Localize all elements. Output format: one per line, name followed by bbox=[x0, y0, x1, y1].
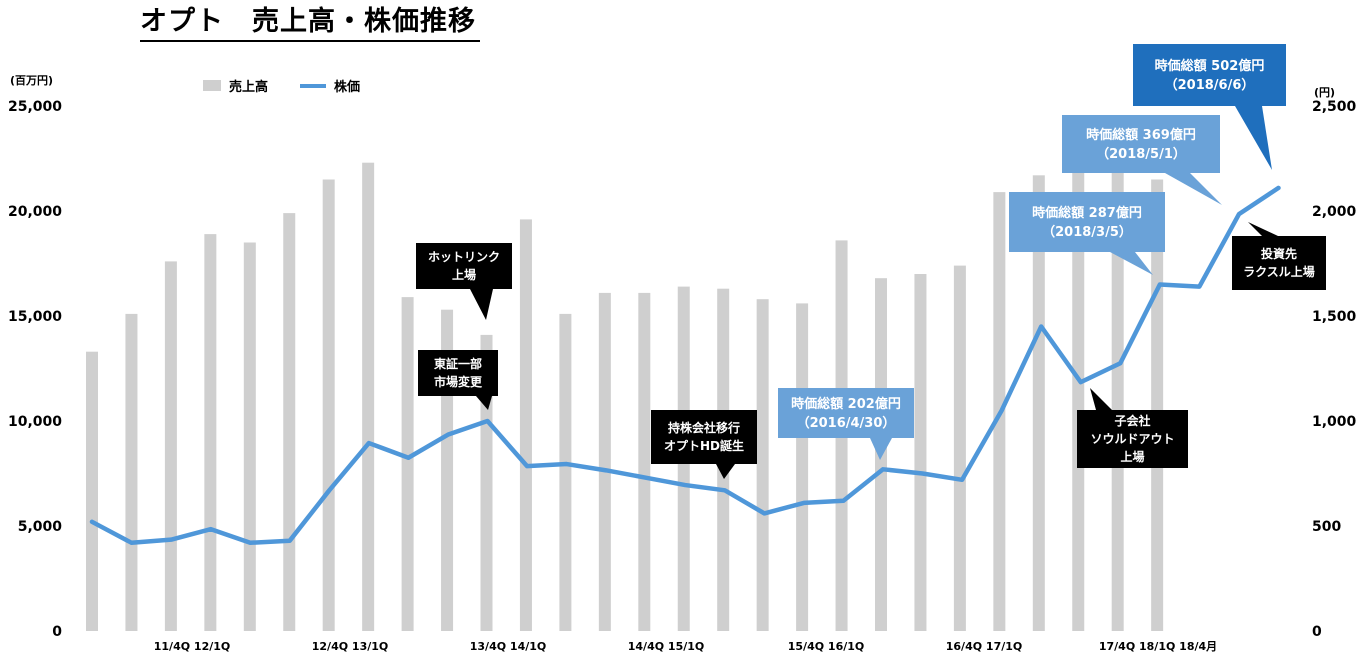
bar-sales-17 bbox=[756, 299, 769, 631]
callout-box-5 bbox=[1009, 192, 1165, 252]
left-tick-label: 10,000 bbox=[8, 414, 62, 430]
bar-sales-13 bbox=[598, 292, 611, 631]
bar-sales-24 bbox=[1032, 175, 1045, 632]
right-tick-label: 0 bbox=[1312, 624, 1322, 640]
callout-text-3: 時価総額 202億円 bbox=[791, 396, 901, 412]
right-tick-label: 1,000 bbox=[1312, 414, 1356, 430]
callout-text-6: 時価総額 369億円 bbox=[1086, 127, 1196, 143]
callout-box-2 bbox=[651, 410, 757, 464]
callout-text-5: 時価総額 287億円 bbox=[1032, 205, 1142, 221]
bar-sales-6 bbox=[322, 179, 335, 631]
callout-pointer-4 bbox=[1090, 388, 1112, 410]
bar-sales-7 bbox=[362, 162, 375, 631]
callout-pointer-0 bbox=[470, 289, 493, 320]
right-tick-label: 2,500 bbox=[1312, 99, 1356, 115]
bar-sales-25 bbox=[1072, 158, 1085, 631]
callout-box-3 bbox=[778, 388, 914, 438]
x-axis-label: 17/4Q 18/1Q 18/4月 bbox=[1099, 640, 1217, 653]
bar-sales-10 bbox=[480, 334, 493, 631]
callout-text-1: 東証一部 bbox=[434, 356, 482, 371]
callout-text-8: 投資先 bbox=[1261, 246, 1297, 261]
right-tick-label: 2,000 bbox=[1312, 204, 1356, 220]
left-tick-label: 25,000 bbox=[8, 99, 62, 115]
legend-bar-swatch bbox=[203, 80, 221, 91]
legend-sales: 売上高 bbox=[203, 76, 268, 95]
right-axis-unit: (円) bbox=[1314, 86, 1336, 99]
bar-sales-5 bbox=[283, 213, 296, 631]
left-tick-label: 20,000 bbox=[8, 204, 62, 220]
bar-sales-21 bbox=[914, 274, 927, 631]
x-axis-label: 12/4Q 13/1Q bbox=[312, 640, 389, 653]
callout-text-8: ラクスル上場 bbox=[1243, 264, 1315, 279]
right-tick-label: 500 bbox=[1312, 519, 1341, 535]
callout-pointer-3 bbox=[870, 438, 892, 460]
bar-sales-8 bbox=[401, 297, 414, 631]
right-tick-label: 1,500 bbox=[1312, 309, 1356, 325]
callout-pointer-1 bbox=[476, 396, 492, 410]
callout-pointer-2 bbox=[716, 464, 735, 479]
legend-stock-label: 株価 bbox=[334, 80, 361, 95]
callout-box-4 bbox=[1077, 410, 1188, 468]
callout-text-2: オプトHD誕生 bbox=[664, 438, 744, 453]
callout-text-7: 時価総額 502億円 bbox=[1155, 58, 1265, 74]
bar-sales-3 bbox=[204, 234, 217, 631]
callout-text-4: ソウルドアウト bbox=[1090, 432, 1174, 446]
callout-text-4: 子会社 bbox=[1114, 413, 1150, 428]
callout-text-1: 市場変更 bbox=[434, 374, 483, 389]
page-title: オプト 売上高・株価推移 bbox=[140, 4, 480, 42]
callout-text-3: （2016/4/30） bbox=[797, 415, 896, 431]
legend-sales-label: 売上高 bbox=[229, 80, 269, 95]
callout-box-0 bbox=[416, 243, 512, 289]
callout-text-5: （2018/3/5） bbox=[1042, 224, 1132, 240]
callout-text-0: ホットリンク bbox=[428, 250, 500, 264]
x-axis-label: 15/4Q 16/1Q bbox=[788, 640, 865, 653]
x-axis-label: 14/4Q 15/1Q bbox=[628, 640, 705, 653]
callout-box-1 bbox=[418, 350, 498, 396]
bar-sales-14 bbox=[638, 292, 651, 631]
callout-pointer-6 bbox=[1165, 173, 1222, 205]
callout-text-2: 持株会社移行 bbox=[668, 420, 740, 435]
bar-sales-1 bbox=[125, 313, 138, 631]
bar-sales-2 bbox=[164, 261, 177, 631]
bar-sales-26 bbox=[1111, 148, 1124, 631]
bar-sales-4 bbox=[243, 242, 256, 631]
callout-pointer-7 bbox=[1235, 106, 1272, 170]
x-axis-label: 11/4Q 12/1Q bbox=[154, 640, 231, 653]
left-tick-label: 0 bbox=[52, 624, 62, 640]
bar-sales-12 bbox=[559, 313, 572, 631]
legend-line-swatch bbox=[300, 83, 326, 88]
bar-sales-11 bbox=[519, 219, 532, 631]
callout-box-8 bbox=[1232, 236, 1326, 290]
bar-sales-18 bbox=[796, 303, 809, 631]
left-tick-label: 15,000 bbox=[8, 309, 62, 325]
bar-sales-0 bbox=[86, 351, 98, 631]
callout-text-0: 上場 bbox=[452, 267, 476, 282]
x-axis-label: 13/4Q 14/1Q bbox=[470, 640, 547, 653]
legend-stock: 株価 bbox=[300, 76, 360, 95]
callout-pointer-8 bbox=[1248, 222, 1278, 236]
left-tick-label: 5,000 bbox=[18, 519, 63, 535]
callout-box-7 bbox=[1133, 44, 1286, 106]
callout-pointer-5 bbox=[1110, 252, 1153, 275]
callout-text-6: （2018/5/1） bbox=[1096, 146, 1186, 162]
callout-text-7: （2018/6/6） bbox=[1165, 77, 1255, 93]
callout-text-4: 上場 bbox=[1120, 449, 1144, 464]
callout-box-6 bbox=[1062, 115, 1220, 173]
bar-sales-22 bbox=[953, 265, 966, 631]
left-axis-unit: (百万円) bbox=[10, 74, 54, 87]
x-axis-label: 16/4Q 17/1Q bbox=[946, 640, 1023, 653]
